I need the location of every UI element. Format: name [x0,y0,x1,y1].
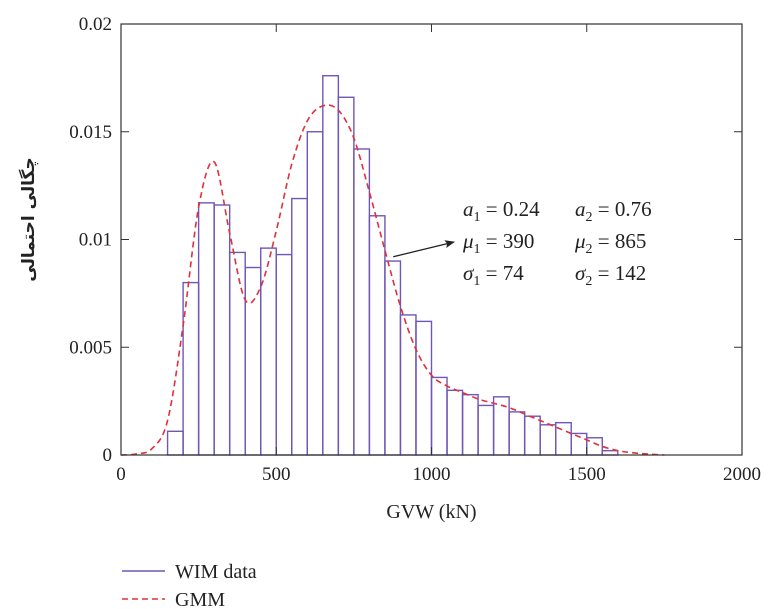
annotation-param: μ1 = 390 [462,229,534,257]
histogram-bar [197,202,215,456]
x-tick-label: 500 [262,464,291,485]
histogram-bar [539,424,557,456]
annotation-param: σ1 = 74 [463,261,524,289]
x-tick-label: 1500 [568,464,606,485]
histogram-bar [368,215,386,456]
histogram-bar [461,393,479,456]
annotation-param: μ2 = 865 [574,229,646,257]
histogram-bar [477,404,495,456]
legend-gmm-label: GMM [175,589,225,609]
y-tick-label: 0.005 [69,337,112,358]
x-tick-label: 1000 [413,464,451,485]
histogram-bar [430,376,448,456]
histogram-bars [166,75,619,456]
annotation-arrow [393,240,455,258]
histogram-bar [166,430,184,456]
histogram-bar [508,411,526,456]
histogram-bar [399,314,417,456]
x-axis-label: GVW (kN) [386,501,476,523]
histogram-bar [213,204,231,456]
histogram-bar [306,131,324,456]
annotation-param: a1 = 0.24 [463,197,540,225]
histogram-bar [322,75,340,456]
parameter-annotation: a1 = 0.24 a2 = 0.76 μ1 = 390 μ2 = 865 σ1 = 7… [462,197,652,289]
legend-wim-label: WIM data [175,561,257,583]
x-tick-label: 2000 [723,464,761,485]
histogram-bar [601,449,619,456]
histogram-bar [446,389,464,456]
histogram-bar [182,281,200,456]
annotation-param: a2 = 0.76 [575,197,652,225]
histogram-bar [244,266,262,456]
histogram-bar [260,247,277,456]
histogram-bar [353,148,371,456]
x-tick-label: 0 [116,464,126,485]
annotation-param: σ2 = 142 [575,261,646,289]
gmm-curve [120,104,665,456]
histogram-bar [291,197,308,456]
y-tick-label: 0.01 [79,230,112,251]
histogram-bar [228,251,246,456]
legend: WIM data GMM [122,561,257,609]
y-tick-label: 0.02 [79,14,112,35]
y-tick-label: 0 [103,445,113,466]
y-axis-label: چگالی احتمالی [18,157,39,281]
y-tick-label: 0.015 [69,122,112,143]
histogram-bar [384,260,402,456]
histogram-bar [415,320,433,456]
histogram-bar [275,253,293,456]
histogram-bar [523,415,541,456]
y-axis-ticks: 0 0.005 0.01 0.015 0.02 [69,14,742,466]
x-axis-ticks: 0 500 1000 1500 2000 [116,24,761,485]
histogram-bar [337,96,355,456]
